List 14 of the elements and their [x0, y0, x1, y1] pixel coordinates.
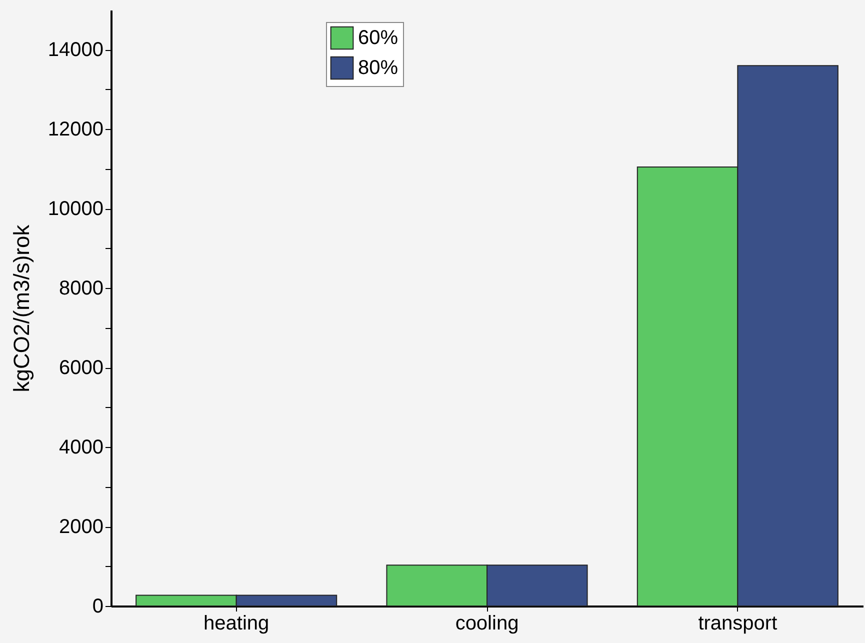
y-tick-label: 2000: [59, 516, 104, 538]
y-tick-label: 0: [92, 596, 104, 618]
y-tick-label: 6000: [59, 357, 104, 380]
legend-label: 80%: [358, 57, 398, 79]
y-tick-label: 10000: [48, 198, 104, 220]
y-tick-label: 8000: [59, 278, 104, 300]
y-tick-label: 4000: [59, 436, 104, 459]
y-tick-label: 14000: [48, 39, 104, 62]
x-tick-label: heating: [204, 612, 270, 634]
x-tick-label: transport: [698, 612, 778, 634]
legend-label: 60%: [358, 27, 398, 49]
y-axis-title: kgCO2/(m3/s)rok: [8, 224, 34, 392]
y-tick-label: 12000: [48, 118, 104, 141]
x-tick-label: cooling: [455, 612, 519, 634]
